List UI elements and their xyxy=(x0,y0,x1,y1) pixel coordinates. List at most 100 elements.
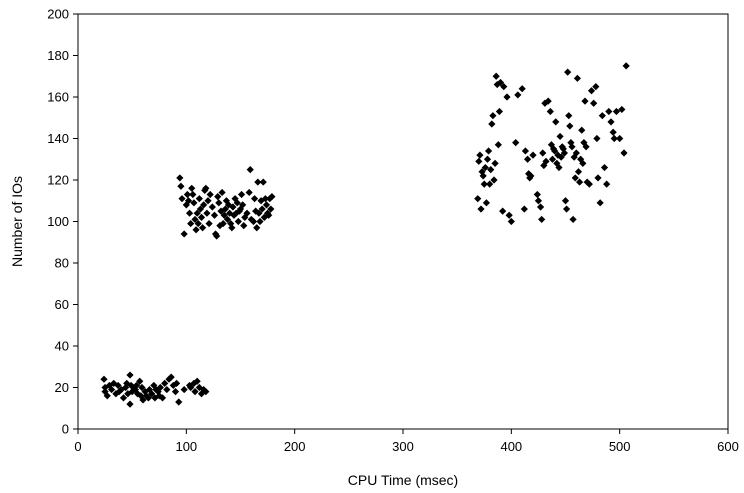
data-point xyxy=(234,217,242,226)
data-point xyxy=(253,224,261,232)
data-point xyxy=(101,388,109,396)
data-point xyxy=(555,163,563,172)
data-point xyxy=(233,199,241,207)
data-point xyxy=(178,195,186,203)
data-point xyxy=(255,209,263,217)
data-point xyxy=(110,379,118,387)
plot-area xyxy=(77,13,729,430)
data-point xyxy=(496,78,505,87)
data-point xyxy=(484,147,493,155)
data-point xyxy=(133,390,142,398)
data-point xyxy=(598,112,606,120)
data-point xyxy=(268,193,276,201)
data-point xyxy=(540,161,548,170)
data-point xyxy=(196,205,205,213)
data-point xyxy=(573,74,582,82)
data-point xyxy=(587,87,596,95)
data-point xyxy=(220,211,228,219)
data-point xyxy=(258,205,266,213)
data-point xyxy=(480,180,488,188)
data-point xyxy=(612,107,621,116)
data-point xyxy=(202,184,210,192)
data-point xyxy=(205,219,213,228)
data-point xyxy=(488,120,496,128)
data-point xyxy=(189,190,197,199)
y-tick-label: 80 xyxy=(55,256,69,271)
data-point xyxy=(150,381,158,390)
data-point xyxy=(214,193,222,201)
data-point xyxy=(492,72,500,80)
data-point xyxy=(188,184,196,192)
data-point xyxy=(180,230,188,238)
data-point xyxy=(548,155,557,163)
data-point xyxy=(252,207,260,215)
data-point xyxy=(139,396,147,404)
data-point xyxy=(127,381,135,390)
data-point xyxy=(193,209,201,217)
data-point xyxy=(622,62,630,70)
data-point xyxy=(200,201,208,209)
data-points xyxy=(100,62,630,408)
data-point xyxy=(192,226,200,234)
data-point xyxy=(218,188,226,197)
data-point xyxy=(246,166,254,174)
data-point xyxy=(603,180,611,188)
data-point xyxy=(474,195,482,203)
data-point xyxy=(262,201,271,209)
data-point xyxy=(184,197,193,205)
data-point xyxy=(240,222,248,230)
data-point xyxy=(123,379,131,387)
data-point xyxy=(476,151,484,159)
x-tick-label: 100 xyxy=(175,439,197,454)
data-point xyxy=(177,182,185,190)
x-tick-label: 200 xyxy=(284,439,306,454)
x-axis-title: CPU Time (msec) xyxy=(348,472,458,488)
y-tick-label: 0 xyxy=(62,422,69,437)
data-point xyxy=(571,174,579,182)
x-tick-label: 400 xyxy=(500,439,522,454)
data-point xyxy=(482,199,491,207)
data-point xyxy=(191,215,199,224)
data-point xyxy=(194,219,202,228)
data-point xyxy=(542,157,550,165)
x-tick-label: 300 xyxy=(392,439,414,454)
data-point xyxy=(204,197,212,205)
data-point xyxy=(256,217,264,226)
data-point xyxy=(229,203,237,211)
data-point xyxy=(556,132,564,141)
data-point xyxy=(138,383,146,392)
data-point xyxy=(267,205,275,213)
data-point xyxy=(165,375,173,383)
data-point xyxy=(552,118,560,126)
y-tick-label: 140 xyxy=(47,131,69,146)
data-point xyxy=(557,153,565,161)
data-point xyxy=(191,388,199,396)
data-point xyxy=(126,400,134,408)
data-point xyxy=(237,190,246,199)
data-point xyxy=(154,388,162,396)
data-point xyxy=(148,390,156,398)
data-point xyxy=(117,385,125,394)
data-point xyxy=(605,107,613,116)
data-point xyxy=(481,163,489,172)
data-point xyxy=(155,392,163,400)
data-point xyxy=(489,112,497,120)
data-point xyxy=(560,149,569,157)
x-tick-label: 0 xyxy=(74,439,81,454)
data-point xyxy=(115,388,123,396)
data-point xyxy=(568,143,576,151)
data-point xyxy=(128,388,136,396)
data-point xyxy=(518,85,526,93)
data-point xyxy=(210,211,219,219)
data-point xyxy=(551,147,559,155)
data-point xyxy=(564,68,572,76)
data-point xyxy=(144,394,153,402)
data-point xyxy=(142,392,150,400)
data-point xyxy=(483,155,492,163)
data-point xyxy=(578,126,586,134)
data-point xyxy=(243,209,251,217)
data-point xyxy=(514,91,522,99)
data-point xyxy=(592,83,600,91)
